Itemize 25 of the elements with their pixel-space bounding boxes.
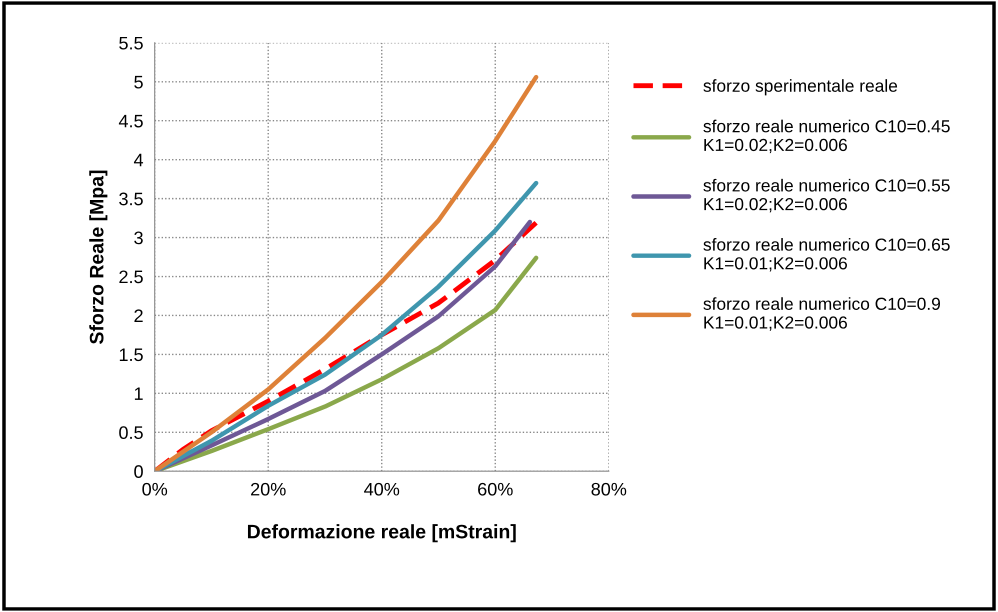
y-tick-label: 3 (134, 232, 143, 244)
x-axis-title: Deformazione reale [mStrain] (248, 524, 516, 542)
y-tick-label: 0.5 (119, 426, 143, 440)
y-tick-label: 5.5 (119, 36, 143, 50)
y-tick-label: 5 (134, 76, 143, 89)
y-tick-label: 2 (134, 309, 143, 322)
y-tick-label: 3.5 (119, 192, 143, 206)
line-series (154, 74, 538, 472)
x-tick-label: 0% (142, 482, 168, 496)
x-tick-label: 20% (251, 482, 286, 496)
legend-label: sforzo sperimentale reale (703, 79, 898, 96)
y-tick-label: 1.5 (120, 348, 143, 362)
x-tick-label: 60% (478, 482, 513, 496)
x-tick-label: 80% (591, 482, 626, 496)
legend-label: sforzo reale numerico C10=0.65 K1=0.01;K2=0.006 (703, 238, 950, 272)
y-tick-label: 2.5 (119, 270, 143, 284)
y-axis-title: Sforzo Reale [Mpa] (89, 170, 108, 344)
y-tick-label: 4.5 (118, 114, 143, 128)
y-tick-label: 0 (134, 465, 143, 478)
y-tick-label: 1 (134, 387, 143, 400)
legend-label: sforzo reale numerico C10=0.45 K1=0.02;K2=0.006 (703, 120, 950, 154)
x-tick-label: 40% (364, 482, 400, 496)
y-tick-label: 4 (134, 154, 144, 166)
legend-label: sforzo reale numerico C10=0.9 K1=0.01;K2=0.006 (703, 297, 940, 331)
legend-label: sforzo reale numerico C10=0.55 K1=0.02;K2=0.006 (703, 178, 950, 212)
